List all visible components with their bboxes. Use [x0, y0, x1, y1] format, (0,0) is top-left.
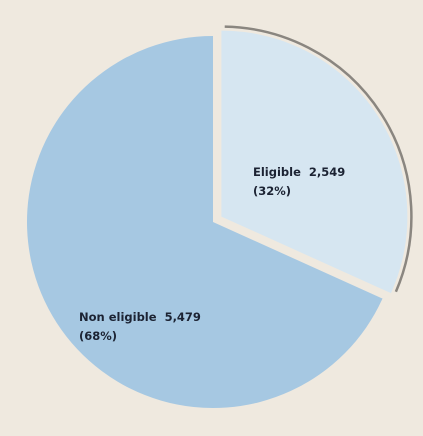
- labels-layer: Eligible 2,549 (32%) Non eligible 5,479 …: [79, 165, 349, 343]
- slice-label-eligible: Eligible 2,549 (32%): [253, 165, 349, 198]
- slice-label-non-eligible: Non eligible 5,479 (68%): [79, 310, 205, 343]
- eligible-outer-arc: [224, 25, 413, 293]
- slices-layer: [26, 30, 408, 408]
- pie-slice-eligible: [221, 30, 408, 294]
- pie-slice-non-eligible: [26, 36, 383, 408]
